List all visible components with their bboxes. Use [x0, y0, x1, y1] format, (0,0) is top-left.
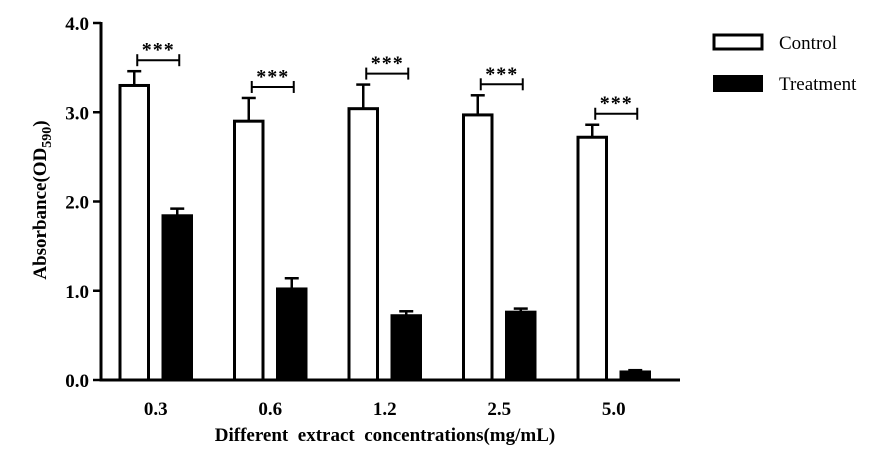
bar-control-4 [576, 135, 608, 382]
bar-control-0 [118, 83, 150, 382]
bar-control-2 [347, 107, 379, 382]
y-axis-title: Absorbance(OD590) [30, 120, 55, 279]
x-axis-title: Different extract concentrations(mg/mL) [215, 425, 555, 446]
legend-label-control: Control [779, 33, 837, 54]
bar-treatment-2 [390, 314, 422, 382]
sig-label-0: *** [142, 39, 175, 61]
bar-treatment-1 [276, 287, 308, 382]
x-tick-label-4: 5.0 [602, 399, 626, 420]
x-tick-label-1: 0.6 [258, 399, 282, 420]
legend: Control Treatment [712, 33, 857, 95]
x-tick-label-2: 1.2 [373, 399, 397, 420]
y-axis-title-close: ) [30, 120, 51, 126]
bar-treatment-4 [619, 370, 651, 382]
sig-label-3: *** [485, 63, 518, 85]
y-tick-label-2: 2.0 [65, 193, 89, 214]
sig-label-4: *** [600, 93, 633, 115]
sig-label-2: *** [371, 53, 404, 75]
legend-swatch-control [712, 33, 764, 51]
y-axis-title-main: Absorbance(OD [30, 148, 51, 280]
y-tick-label-0: 0.0 [65, 371, 89, 392]
bar-treatment-3 [505, 310, 537, 382]
y-axis-title-subscript: 590 [40, 127, 55, 148]
x-tick-label-0: 0.3 [144, 399, 168, 420]
bar-control-3 [462, 113, 494, 382]
plot-area: 0.0 1.0 2.0 3.0 4.0 0.3 *** 0.6 *** 1.2 *** 2.5 *** 5… [65, 14, 680, 420]
y-tick-label-4: 4.0 [65, 14, 89, 35]
legend-item-treatment: Treatment [713, 74, 857, 95]
y-tick-label-1: 1.0 [65, 282, 89, 303]
legend-item-control: Control [712, 33, 837, 54]
x-tick-label-3: 2.5 [487, 399, 511, 420]
legend-swatch-treatment [713, 75, 763, 92]
bar-control-1 [233, 119, 265, 382]
y-tick-label-3: 3.0 [65, 103, 89, 124]
legend-label-treatment: Treatment [779, 74, 857, 95]
bar-treatment-0 [161, 214, 193, 382]
sig-label-1: *** [256, 66, 289, 88]
